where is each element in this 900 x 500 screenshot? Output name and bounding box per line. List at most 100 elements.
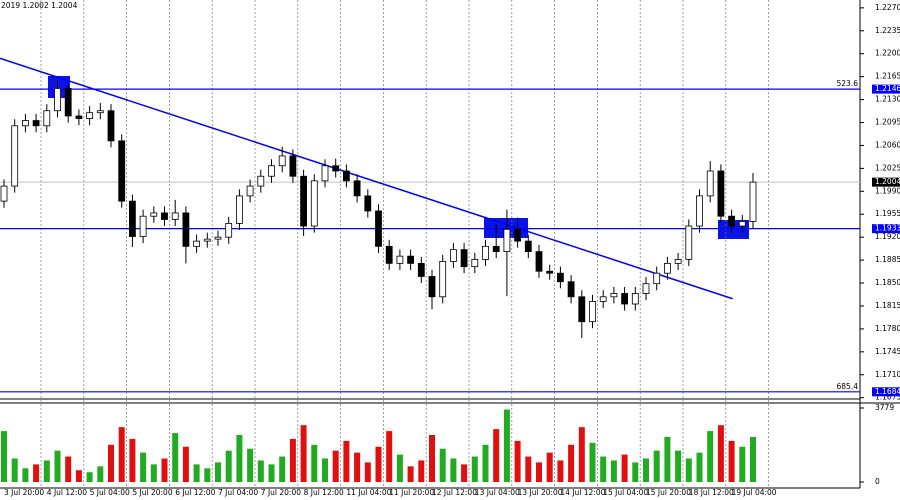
x-tick-label: 14 Jul 12:00 bbox=[560, 488, 605, 497]
candle-body bbox=[342, 170, 350, 182]
candle-body bbox=[257, 175, 265, 187]
candle-body bbox=[150, 212, 158, 217]
candle-body bbox=[428, 276, 436, 298]
candle-body bbox=[417, 262, 425, 277]
candle-body bbox=[728, 215, 735, 227]
x-tick-label: 7 Jul 20:00 bbox=[261, 488, 301, 497]
volume-bar bbox=[11, 458, 18, 482]
price-label-box bbox=[872, 177, 900, 187]
y-tick-label: 1.2270 bbox=[875, 3, 900, 12]
volume-bar bbox=[525, 456, 532, 482]
candle-body bbox=[567, 281, 575, 298]
y-tick-label: 1.2095 bbox=[875, 118, 900, 127]
volume-bar bbox=[54, 450, 61, 482]
candle-body bbox=[139, 215, 147, 237]
y-tick-label: 1.1675 bbox=[875, 393, 900, 402]
candle-body bbox=[128, 200, 136, 237]
volume-bar bbox=[247, 448, 254, 482]
level-note: 523.6 bbox=[837, 79, 859, 88]
candle-body bbox=[621, 293, 628, 305]
candle-body bbox=[738, 221, 746, 227]
y-tick-label: 1.1990 bbox=[875, 186, 900, 195]
volume-bar bbox=[396, 454, 403, 482]
x-tick-label: 12 Jul 12:00 bbox=[432, 488, 477, 497]
y-tick-label: 1.2235 bbox=[875, 26, 900, 35]
volume-bar bbox=[568, 444, 575, 482]
volume-bar bbox=[257, 460, 264, 482]
x-tick-label: 18 Jul 12:00 bbox=[689, 488, 734, 497]
x-tick-label: 8 Jul 12:00 bbox=[304, 488, 344, 497]
candle-body bbox=[599, 296, 607, 302]
volume-bar bbox=[600, 456, 607, 482]
candle-body bbox=[546, 270, 554, 274]
volume-bar bbox=[653, 450, 660, 482]
level-label: 1.1933 bbox=[875, 224, 900, 233]
volume-bar bbox=[621, 454, 628, 482]
volume-bar bbox=[43, 460, 50, 482]
candle-body bbox=[364, 195, 372, 212]
candle-body bbox=[332, 165, 340, 172]
volume-bar bbox=[300, 425, 307, 482]
candle-body bbox=[471, 259, 479, 268]
volume-bar bbox=[750, 436, 756, 482]
candle-body bbox=[674, 259, 682, 264]
candle-body bbox=[32, 120, 40, 127]
candle-body bbox=[492, 245, 500, 252]
x-tick-label: 11 Jul 04:00 bbox=[346, 488, 391, 497]
y-tick-label: 1.1745 bbox=[875, 347, 900, 356]
y-tick-label: 1.2060 bbox=[875, 140, 900, 149]
volume-bar bbox=[236, 435, 243, 482]
candle-body bbox=[268, 165, 275, 177]
volume-bar bbox=[643, 458, 649, 482]
candle-body bbox=[107, 110, 115, 142]
level-label: 1.2146 bbox=[875, 84, 900, 93]
candle-body bbox=[578, 296, 586, 323]
y-tick-label: 1.1955 bbox=[875, 209, 900, 218]
volume-bar bbox=[728, 440, 735, 482]
trend-line bbox=[0, 57, 733, 300]
y-tick-label: 1.2200 bbox=[875, 49, 900, 58]
candle-body bbox=[321, 165, 329, 182]
candle-body bbox=[482, 245, 489, 260]
candle-body bbox=[749, 181, 757, 222]
volume-bar bbox=[225, 450, 232, 482]
level-note: 685.4 bbox=[837, 382, 859, 391]
candle-body bbox=[396, 255, 404, 264]
x-tick-label: 6 Jul 12:00 bbox=[175, 488, 215, 497]
level-label-box bbox=[872, 224, 900, 234]
candle-body bbox=[182, 212, 190, 247]
candle-body bbox=[310, 180, 318, 227]
candle-body bbox=[385, 245, 393, 264]
y-tick-label: 1.1885 bbox=[875, 255, 900, 264]
volume-bar bbox=[343, 440, 350, 482]
x-tick-label: 7 Jul 04:00 bbox=[218, 488, 258, 497]
volume-bar bbox=[707, 431, 714, 482]
x-tick-label: 11 Jul 20:00 bbox=[389, 488, 434, 497]
y-tick-label: 1.1815 bbox=[875, 301, 900, 310]
x-tick-label: 5 Jul 04:00 bbox=[90, 488, 130, 497]
candle-body bbox=[610, 293, 618, 298]
x-tick-label: 13 Jul 20:00 bbox=[518, 488, 563, 497]
volume-bar bbox=[450, 458, 457, 482]
x-tick-label: 15 Jul 20:00 bbox=[646, 488, 691, 497]
x-tick-label: 4 Jul 12:00 bbox=[47, 488, 87, 497]
candle-body bbox=[43, 110, 51, 127]
volume-bar bbox=[1, 431, 7, 482]
volume-bar bbox=[215, 462, 221, 482]
volume-bar bbox=[161, 458, 168, 482]
candle-body bbox=[631, 293, 639, 305]
volume-bar bbox=[118, 427, 125, 482]
volume-bar bbox=[75, 470, 82, 482]
volume-bar bbox=[140, 452, 147, 482]
x-tick-label: 3 Jul 20:00 bbox=[4, 488, 44, 497]
volume-bar bbox=[632, 462, 639, 482]
candle-body bbox=[589, 300, 596, 323]
candle-body bbox=[86, 112, 93, 119]
candle-body bbox=[642, 283, 650, 294]
volume-bar bbox=[546, 452, 553, 482]
volume-bar bbox=[311, 444, 318, 482]
volume-bar bbox=[407, 466, 414, 482]
y-tick-label: 1.1920 bbox=[875, 232, 900, 241]
